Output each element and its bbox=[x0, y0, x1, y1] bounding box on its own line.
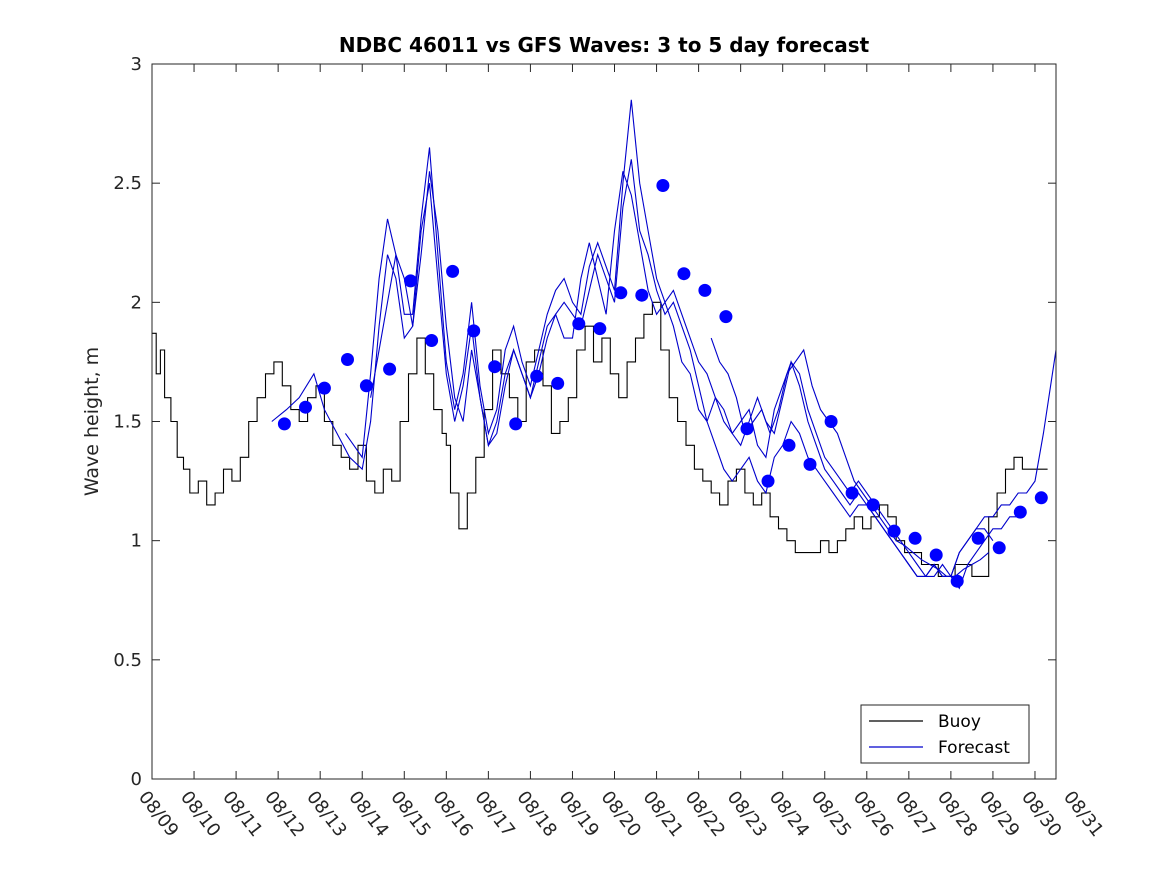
forecast-point bbox=[593, 322, 607, 336]
forecast-point bbox=[908, 531, 922, 545]
y-tick-label: 2 bbox=[131, 292, 142, 313]
y-tick-label: 2.5 bbox=[113, 173, 142, 194]
forecast-point bbox=[551, 376, 565, 390]
forecast-point bbox=[446, 264, 460, 278]
forecast-point bbox=[1013, 505, 1027, 519]
legend-box bbox=[860, 704, 1030, 764]
forecast-point bbox=[277, 417, 291, 431]
forecast-point bbox=[635, 288, 649, 302]
forecast-point bbox=[404, 274, 418, 288]
legend-label-forecast: Forecast bbox=[938, 738, 1010, 758]
forecast-point bbox=[359, 379, 373, 393]
y-tick-label: 0.5 bbox=[113, 650, 142, 671]
series-line-forecast-run-2 bbox=[344, 99, 1019, 590]
forecast-point bbox=[425, 334, 439, 347]
forecast-point bbox=[572, 317, 586, 331]
forecast-point bbox=[761, 474, 775, 488]
legend-label-buoy: Buoy bbox=[938, 712, 981, 732]
forecast-point bbox=[677, 267, 691, 281]
forecast-point bbox=[950, 574, 964, 588]
forecast-point bbox=[845, 486, 859, 500]
forecast-point bbox=[866, 498, 880, 512]
y-axis-label: Wave height, m bbox=[81, 347, 103, 496]
forecast-point bbox=[971, 531, 985, 545]
forecast-point bbox=[614, 286, 628, 300]
forecast-point bbox=[929, 548, 943, 562]
series-layer bbox=[152, 99, 1056, 590]
forecast-point bbox=[488, 360, 502, 374]
forecast-point bbox=[740, 422, 754, 436]
forecast-point bbox=[509, 417, 523, 431]
series-line-forecast-run-3 bbox=[370, 171, 994, 577]
forecast-point bbox=[887, 524, 901, 538]
series-line-forecast-run-4 bbox=[710, 337, 990, 577]
forecast-point bbox=[299, 400, 312, 414]
legend: Buoy Forecast bbox=[860, 704, 1030, 764]
forecast-point bbox=[1034, 491, 1048, 505]
forecast-point bbox=[383, 362, 397, 376]
forecast-point bbox=[698, 283, 712, 297]
chart-title: NDBC 46011 vs GFS Waves: 3 to 5 day fore… bbox=[339, 33, 870, 57]
forecast-point bbox=[992, 541, 1006, 555]
series-line-buoy bbox=[152, 301, 1048, 577]
forecast-point bbox=[719, 310, 733, 324]
y-tick-label: 1 bbox=[131, 531, 142, 552]
forecast-point bbox=[317, 381, 331, 395]
axes-frame bbox=[151, 63, 1057, 780]
y-tick-label: 3 bbox=[131, 54, 142, 75]
forecast-point bbox=[530, 369, 544, 383]
y-tick-label: 1.5 bbox=[113, 412, 142, 433]
forecast-point bbox=[782, 438, 796, 452]
y-tick-label: 0 bbox=[131, 769, 142, 790]
forecast-point bbox=[824, 415, 838, 428]
forecast-point bbox=[341, 353, 354, 366]
forecast-point bbox=[467, 324, 481, 338]
forecast-point bbox=[656, 179, 670, 192]
forecast-point bbox=[803, 457, 817, 471]
